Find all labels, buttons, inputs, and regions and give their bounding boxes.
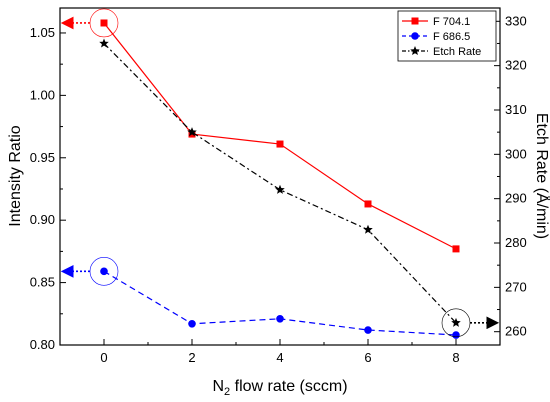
series-etch-rate <box>99 38 461 327</box>
y-right-axis-title: Etch Rate (Å/min) <box>533 113 550 239</box>
y-left-tick-label: 0.95 <box>30 150 55 165</box>
y-right-tick-label: 330 <box>505 13 527 28</box>
data-point <box>276 140 284 148</box>
y-left-axis-ticks: 0.80 0.85 0.90 0.95 1.00 1.05 <box>30 25 66 352</box>
legend-marker <box>411 32 419 40</box>
y-left-axis-title: Intensity Ratio <box>7 125 24 226</box>
data-point <box>452 245 460 253</box>
y-left-tick-label: 0.80 <box>30 337 55 352</box>
x-tick-label: 2 <box>188 350 195 365</box>
y-right-axis-ticks: 260 270 280 290 300 310 320 330 <box>494 13 527 339</box>
y-right-tick-label: 300 <box>505 146 527 161</box>
series-line <box>103 43 457 324</box>
y-left-tick-label: 0.85 <box>30 275 55 290</box>
legend-label: Etch Rate <box>433 46 481 58</box>
y-left-tick-label: 1.05 <box>30 25 55 40</box>
legend-entry: F 686.5 <box>402 31 470 43</box>
data-point <box>451 317 461 327</box>
y-right-tick-label: 320 <box>505 58 527 73</box>
y-right-tick-label: 260 <box>505 324 527 339</box>
y-left-tick-label: 1.00 <box>30 87 55 102</box>
x-axis-title-subscript: 2 <box>224 386 230 398</box>
legend-label: F 704.1 <box>433 16 470 28</box>
data-point <box>188 319 196 328</box>
legend-marker <box>411 17 419 25</box>
legend-marker <box>410 46 420 56</box>
annotation-circle-arrow <box>60 257 119 286</box>
data-point <box>275 184 285 194</box>
x-tick-label: 6 <box>364 350 371 365</box>
data-point <box>364 326 372 334</box>
y-right-tick-label: 310 <box>505 102 527 117</box>
x-axis-title-rest: flow rate (sccm) <box>230 378 347 395</box>
x-tick-label: 8 <box>452 350 459 365</box>
series-line <box>103 270 457 336</box>
x-tick-label: 0 <box>100 350 107 365</box>
legend-label: F 686.5 <box>433 31 470 43</box>
annotation-circle-arrow <box>60 8 119 38</box>
data-point <box>99 38 109 48</box>
x-axis-title: N2 flow rate (sccm) <box>212 378 347 398</box>
data-point <box>187 127 197 137</box>
series-layer <box>99 19 461 339</box>
series-f-686-5 <box>100 267 460 339</box>
y-right-tick-label: 280 <box>505 235 527 250</box>
data-point <box>452 331 460 339</box>
data-point <box>364 200 372 208</box>
annotation-circle-arrow <box>441 308 500 338</box>
data-point <box>100 19 108 27</box>
data-point <box>276 314 284 323</box>
legend-entry: Etch Rate <box>402 46 481 58</box>
data-point <box>100 267 108 276</box>
y-left-tick-label: 0.90 <box>30 212 55 227</box>
x-axis-ticks: 0 2 4 6 8 <box>59 339 501 365</box>
x-tick-label: 4 <box>276 350 283 365</box>
legend: F 704.1 F 686.5 Etch Rate <box>397 10 497 62</box>
data-point <box>363 224 373 234</box>
annotation-layer <box>60 8 500 338</box>
y-right-tick-label: 290 <box>505 191 527 206</box>
y-right-tick-label: 270 <box>505 279 527 294</box>
legend-entry: F 704.1 <box>402 16 470 28</box>
